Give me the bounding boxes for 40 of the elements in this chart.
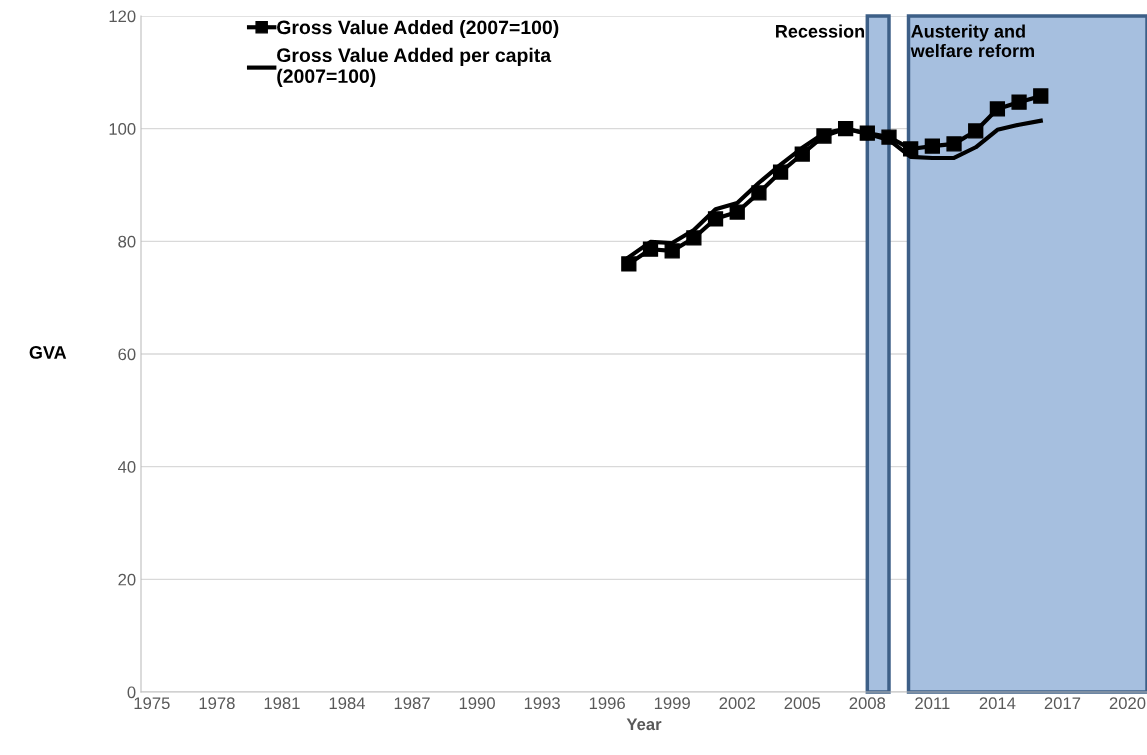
x-tick-label: 1996	[589, 697, 625, 710]
x-tick-label: 1990	[459, 697, 495, 710]
x-tick-label: 2014	[979, 697, 1016, 710]
point	[664, 243, 680, 259]
x-tick-label: 1999	[654, 697, 690, 710]
y-tick-label: 40	[117, 461, 136, 473]
x-tick-label: 1981	[264, 697, 300, 710]
x-tick-label: 1993	[524, 697, 560, 710]
x-tick-label: 2011	[915, 697, 950, 710]
x-tick-label: 1975	[134, 697, 170, 710]
point	[751, 185, 767, 201]
y-tick-label: 100	[109, 123, 136, 135]
x-tick-label: 2005	[784, 697, 821, 710]
x-tick-label: 2020	[1109, 697, 1146, 710]
x-tick-label: 1987	[394, 697, 430, 710]
y-axis-title: GVA	[29, 346, 67, 359]
x-tick-label: 2008	[849, 697, 886, 710]
legend-label: Gross Value Added per capita (2007=100)	[277, 47, 552, 87]
point	[968, 123, 984, 139]
y-tick-label: 20	[118, 573, 136, 586]
x-axis-title: Year	[626, 718, 662, 731]
point	[946, 136, 962, 152]
point	[1011, 94, 1027, 110]
y-tick-label: 60	[118, 348, 136, 361]
band-label: Austerity and welfare reform	[910, 24, 1034, 58]
point	[686, 230, 702, 246]
point	[729, 204, 745, 220]
x-tick-label: 1978	[199, 697, 235, 710]
x-tick-label: 2002	[719, 697, 755, 710]
x-tick-label: 1984	[329, 697, 366, 710]
point	[989, 101, 1006, 117]
point	[924, 138, 940, 154]
y-tick-label: 80	[118, 235, 136, 248]
legend-label: Gross Value Added (2007=100)	[277, 19, 559, 39]
x-tick-label: 2017	[1044, 697, 1081, 710]
band-label: Recession	[776, 24, 865, 38]
point	[621, 256, 637, 272]
y-tick-label: 0	[127, 686, 136, 699]
y-tick-label: 120	[109, 10, 136, 23]
point	[1033, 88, 1049, 104]
